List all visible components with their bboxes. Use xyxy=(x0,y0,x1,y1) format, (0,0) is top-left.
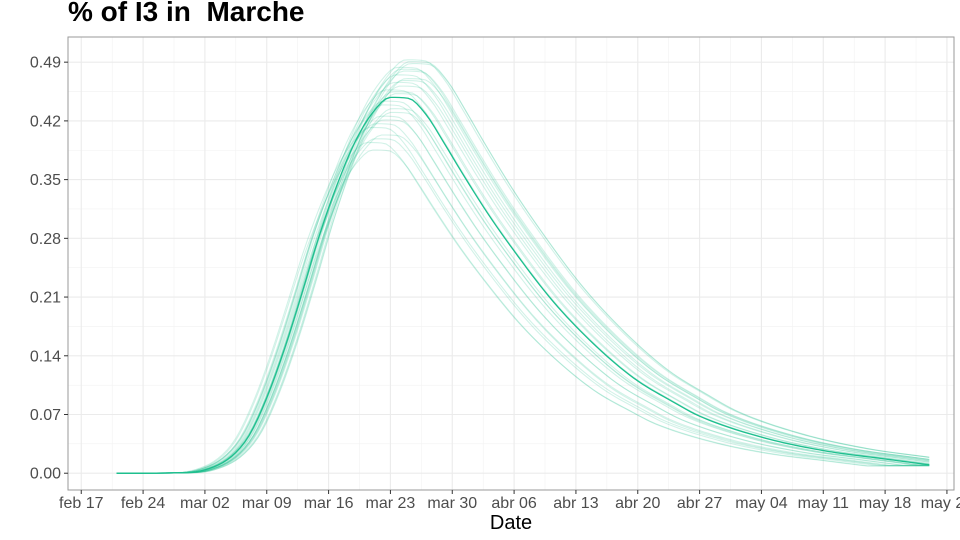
ensemble-line xyxy=(116,141,930,474)
x-tick-label: mar 16 xyxy=(304,495,354,512)
ensemble-line xyxy=(116,61,930,474)
x-tick-label: may 18 xyxy=(859,495,912,512)
y-tick-label: 0.07 xyxy=(30,407,61,424)
x-tick-label: abr 27 xyxy=(677,495,722,512)
x-tick-label: may 04 xyxy=(735,495,788,512)
ensemble-line xyxy=(116,138,930,474)
x-tick-label: abr 13 xyxy=(553,495,598,512)
ensemble-line xyxy=(116,59,930,474)
x-tick-label: abr 06 xyxy=(491,495,536,512)
ensemble-line xyxy=(116,149,930,474)
chart-title: % of I3 in Marche xyxy=(68,0,305,27)
x-tick-label: mar 23 xyxy=(366,495,416,512)
y-tick-label: 0.21 xyxy=(30,290,61,307)
y-tick-label: 0.35 xyxy=(30,172,61,189)
y-tick-label: 0.49 xyxy=(30,55,61,72)
x-tick-label: feb 24 xyxy=(121,495,166,512)
ensemble-line xyxy=(116,79,930,474)
x-tick-label: may 25 xyxy=(921,495,960,512)
ensemble-line xyxy=(116,70,930,474)
y-tick-label: 0.42 xyxy=(30,113,61,130)
x-tick-label: mar 30 xyxy=(427,495,477,512)
ensemble-line xyxy=(116,100,930,474)
y-tick-label: 0.00 xyxy=(30,466,61,483)
ensemble-line xyxy=(116,115,930,474)
x-tick-label: abr 20 xyxy=(615,495,660,512)
ensemble-line xyxy=(116,66,930,474)
ensemble-line xyxy=(116,134,930,474)
ensemble-line xyxy=(116,123,930,474)
x-tick-label: mar 09 xyxy=(242,495,292,512)
x-tick-label: feb 17 xyxy=(59,495,104,512)
ensemble-line xyxy=(116,74,930,474)
ensemble-line xyxy=(116,85,930,474)
ensemble-line xyxy=(116,63,930,474)
panel-border xyxy=(67,36,955,491)
ensemble-line xyxy=(116,93,930,474)
y-tick-label: 0.28 xyxy=(30,231,61,248)
y-tick-label: 0.14 xyxy=(30,348,61,365)
x-tick-label: may 11 xyxy=(798,495,849,512)
ensemble-line xyxy=(116,78,930,474)
ensemble-line xyxy=(116,126,930,474)
x-tick-label: mar 02 xyxy=(180,495,230,512)
ensemble-line xyxy=(116,111,930,474)
ensemble-line xyxy=(116,104,930,474)
plot-panel xyxy=(68,37,954,490)
ensemble-line xyxy=(116,119,930,474)
ensemble-line xyxy=(116,68,930,474)
ensemble-line xyxy=(116,91,930,474)
ensemble-line xyxy=(116,108,930,474)
series-line xyxy=(116,96,930,474)
x-axis-title: Date xyxy=(490,512,532,534)
